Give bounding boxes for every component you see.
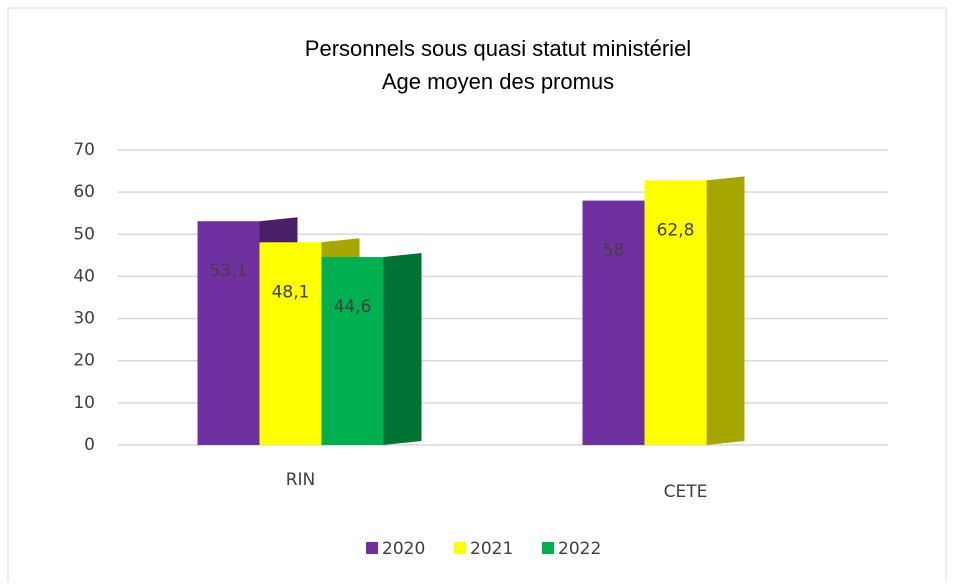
bar-side bbox=[706, 176, 745, 446]
bar bbox=[582, 200, 645, 445]
legend-label: 2022 bbox=[558, 539, 601, 559]
bar-side bbox=[383, 253, 422, 445]
bar bbox=[197, 221, 260, 445]
x-tick-label: RIN bbox=[286, 470, 316, 490]
data-label: 58 bbox=[603, 241, 625, 261]
data-label: 53,1 bbox=[210, 261, 248, 281]
data-label: 62,8 bbox=[657, 220, 695, 240]
x-tick-label: CETE bbox=[664, 482, 708, 502]
bar bbox=[321, 257, 384, 445]
chart-title: Personnels sous quasi statut ministériel bbox=[305, 36, 691, 61]
y-tick-label: 0 bbox=[84, 435, 95, 455]
y-tick-label: 60 bbox=[73, 182, 95, 202]
legend-swatch bbox=[366, 542, 378, 554]
y-tick-label: 10 bbox=[73, 393, 95, 413]
y-tick-label: 50 bbox=[73, 224, 95, 244]
chart-border bbox=[7, 7, 947, 586]
legend-label: 2020 bbox=[382, 539, 425, 559]
chart-subtitle: Age moyen des promus bbox=[382, 69, 614, 94]
legend-swatch bbox=[542, 542, 554, 554]
bar bbox=[644, 180, 707, 446]
legend-swatch bbox=[454, 542, 466, 554]
data-label: 44,6 bbox=[334, 297, 372, 317]
bar bbox=[259, 242, 322, 445]
y-tick-label: 30 bbox=[73, 309, 95, 329]
y-tick-label: 20 bbox=[73, 351, 95, 371]
y-tick-label: 70 bbox=[73, 140, 95, 160]
y-tick-label: 40 bbox=[73, 266, 95, 286]
data-label: 48,1 bbox=[272, 282, 310, 302]
legend-label: 2021 bbox=[470, 539, 513, 559]
